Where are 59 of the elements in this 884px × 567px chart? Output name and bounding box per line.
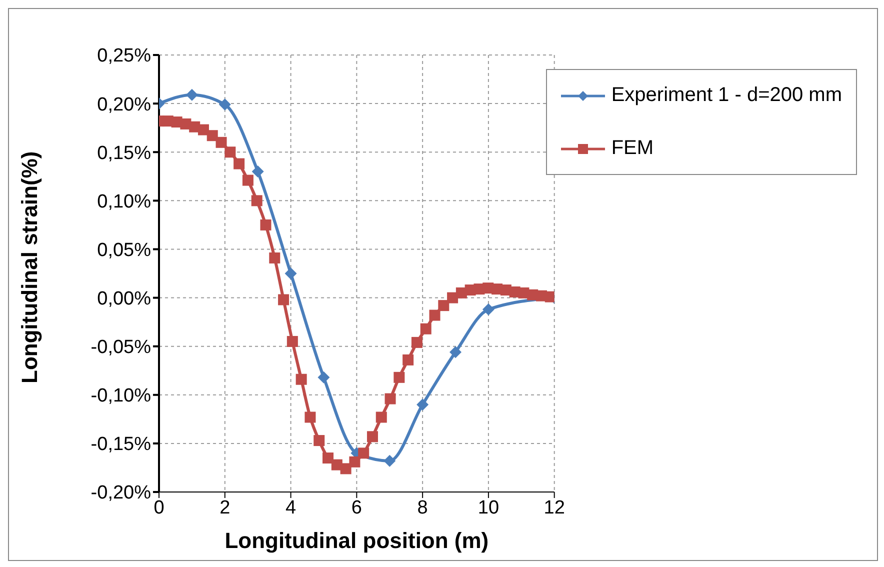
y-tick-label: 0,25% bbox=[97, 46, 152, 67]
point bbox=[411, 336, 422, 348]
y-axis-title: Longitudinal strain(%) bbox=[16, 151, 42, 384]
x-tick-label: 4 bbox=[285, 497, 296, 518]
point bbox=[260, 219, 272, 230]
point bbox=[251, 195, 262, 206]
point bbox=[218, 98, 231, 111]
point bbox=[447, 292, 458, 304]
point bbox=[322, 452, 334, 464]
point bbox=[242, 174, 254, 186]
point bbox=[384, 454, 396, 467]
point bbox=[420, 323, 432, 334]
x-tick-label: 8 bbox=[417, 497, 428, 518]
y-tick-label: 0,10% bbox=[97, 191, 152, 212]
point bbox=[318, 371, 330, 384]
x-tick-label: 12 bbox=[544, 497, 565, 518]
x-tick-label: 0 bbox=[154, 497, 164, 518]
y-tick-label: 0,20% bbox=[97, 94, 152, 116]
point bbox=[429, 310, 440, 321]
point bbox=[349, 456, 360, 468]
point bbox=[438, 300, 450, 312]
point bbox=[340, 463, 352, 474]
point bbox=[304, 412, 316, 423]
point bbox=[284, 268, 297, 280]
point bbox=[314, 435, 325, 446]
legend-label: Experiment 1 - d=200 mm bbox=[611, 84, 842, 107]
x-tick-label: 2 bbox=[220, 497, 230, 518]
point bbox=[358, 448, 370, 459]
point bbox=[366, 431, 378, 442]
point bbox=[296, 374, 307, 385]
point bbox=[416, 398, 429, 411]
legend-label: FEM bbox=[611, 137, 654, 160]
point bbox=[206, 130, 218, 142]
point bbox=[234, 158, 245, 170]
point bbox=[384, 393, 396, 404]
y-tick-label: -0,20% bbox=[90, 482, 152, 504]
point bbox=[544, 291, 554, 302]
point bbox=[376, 412, 387, 423]
point bbox=[269, 252, 280, 264]
x-tick-label: 10 bbox=[478, 497, 500, 518]
y-tick-label: 0,15% bbox=[97, 142, 152, 164]
point bbox=[482, 303, 494, 316]
y-tick-label: -0,15% bbox=[90, 434, 152, 456]
y-tick-label: -0,10% bbox=[90, 386, 152, 407]
point bbox=[216, 136, 227, 148]
point bbox=[450, 346, 462, 358]
x-axis-title: Longitudinal position (m) bbox=[224, 528, 489, 553]
y-tick-label: 0,00% bbox=[97, 288, 152, 310]
point bbox=[252, 166, 264, 178]
point bbox=[224, 146, 236, 158]
y-tick-label: 0,05% bbox=[97, 240, 152, 261]
point bbox=[198, 124, 209, 136]
point bbox=[402, 354, 414, 366]
point bbox=[186, 88, 198, 101]
point bbox=[394, 372, 405, 383]
x-tick-label: 6 bbox=[351, 497, 362, 518]
point bbox=[278, 294, 290, 306]
point bbox=[286, 336, 298, 347]
y-tick-label: -0,05% bbox=[90, 337, 152, 358]
